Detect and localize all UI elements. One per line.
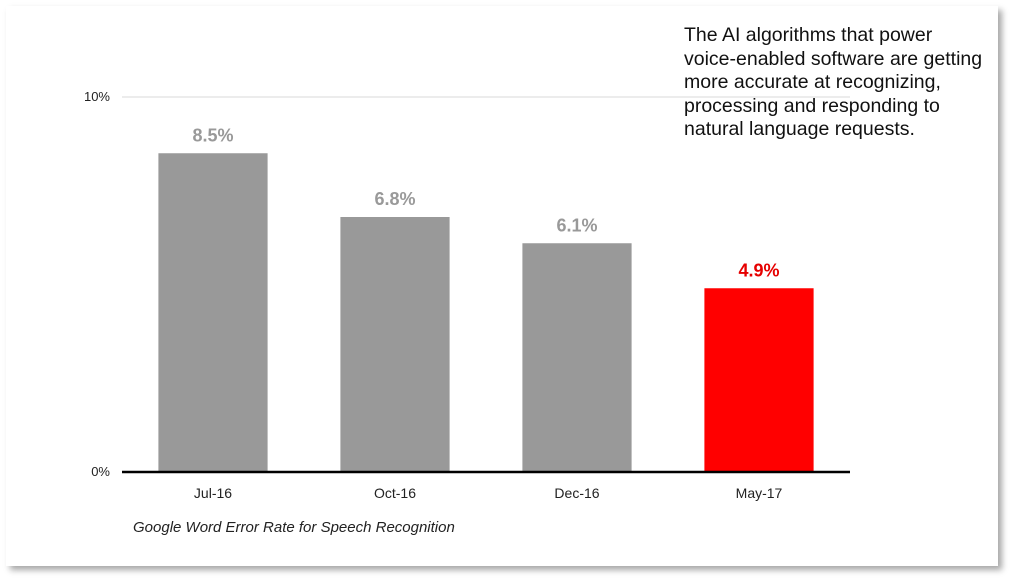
data-label: 8.5% bbox=[192, 125, 233, 145]
chart-caption: Google Word Error Rate for Speech Recogn… bbox=[133, 519, 455, 536]
data-label: 6.8% bbox=[374, 189, 415, 209]
x-tick-label: Jul-16 bbox=[194, 485, 232, 501]
x-tick-label: May-17 bbox=[736, 485, 783, 501]
data-label: 4.9% bbox=[738, 260, 779, 280]
bar bbox=[158, 153, 268, 472]
bar bbox=[704, 288, 814, 472]
bar-chart: 0% 10% 8.5% Jul-16 6.8% Oct-16 6.1% Dec-16 4.9% M… bbox=[84, 89, 850, 501]
x-tick-label: Oct-16 bbox=[374, 485, 416, 501]
y-tick-label: 10% bbox=[84, 89, 110, 104]
bar bbox=[522, 243, 632, 472]
slide: 0% 10% 8.5% Jul-16 6.8% Oct-16 6.1% Dec-16 4.9% M… bbox=[6, 6, 998, 566]
x-tick-label: Dec-16 bbox=[554, 485, 599, 501]
callout-text: The AI algorithms that power voice-enabl… bbox=[684, 24, 983, 140]
bar bbox=[340, 217, 450, 472]
y-tick-label: 0% bbox=[91, 464, 110, 479]
data-label: 6.1% bbox=[556, 215, 597, 235]
